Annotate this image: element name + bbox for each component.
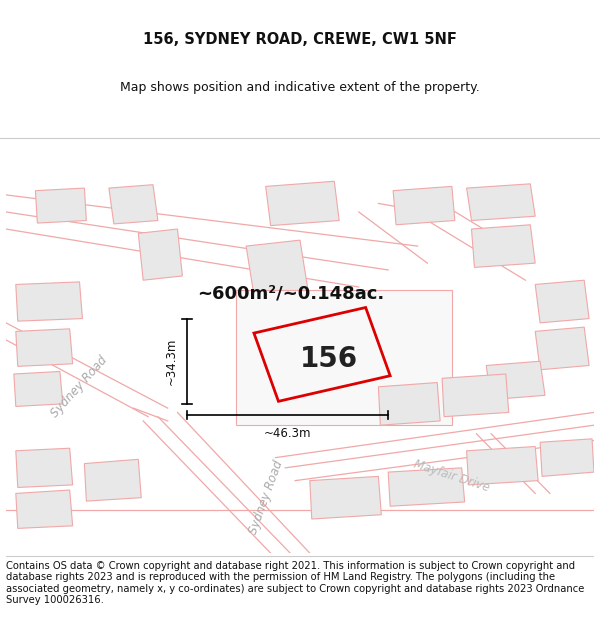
Polygon shape <box>16 448 73 488</box>
Text: Contains OS data © Crown copyright and database right 2021. This information is : Contains OS data © Crown copyright and d… <box>6 561 584 606</box>
Polygon shape <box>16 490 73 528</box>
Polygon shape <box>442 374 509 417</box>
Text: Mayfair Drive: Mayfair Drive <box>412 458 491 495</box>
Text: Sydney Road: Sydney Road <box>49 354 110 420</box>
Polygon shape <box>266 181 339 226</box>
Text: ~46.3m: ~46.3m <box>264 427 311 440</box>
Text: Map shows position and indicative extent of the property.: Map shows position and indicative extent… <box>120 81 480 94</box>
Polygon shape <box>467 446 538 485</box>
Polygon shape <box>109 185 158 224</box>
Polygon shape <box>35 188 86 223</box>
Text: ~600m²/~0.148ac.: ~600m²/~0.148ac. <box>197 284 385 302</box>
Text: 156, SYDNEY ROAD, CREWE, CW1 5NF: 156, SYDNEY ROAD, CREWE, CW1 5NF <box>143 32 457 47</box>
Polygon shape <box>310 476 382 519</box>
Polygon shape <box>540 439 594 476</box>
Polygon shape <box>236 291 452 425</box>
Polygon shape <box>16 329 73 366</box>
Text: ~34.3m: ~34.3m <box>164 338 178 385</box>
Polygon shape <box>535 327 589 370</box>
Polygon shape <box>486 361 545 399</box>
Polygon shape <box>280 304 354 410</box>
Polygon shape <box>379 382 440 425</box>
Polygon shape <box>139 229 182 280</box>
Polygon shape <box>246 240 310 308</box>
Polygon shape <box>388 468 464 506</box>
Polygon shape <box>85 459 141 501</box>
Polygon shape <box>14 371 63 406</box>
Polygon shape <box>535 280 589 323</box>
Polygon shape <box>393 186 455 225</box>
Text: Sydney Road: Sydney Road <box>247 459 285 536</box>
Text: 156: 156 <box>301 344 358 372</box>
Polygon shape <box>472 225 535 268</box>
Polygon shape <box>16 282 82 321</box>
Polygon shape <box>467 184 535 221</box>
